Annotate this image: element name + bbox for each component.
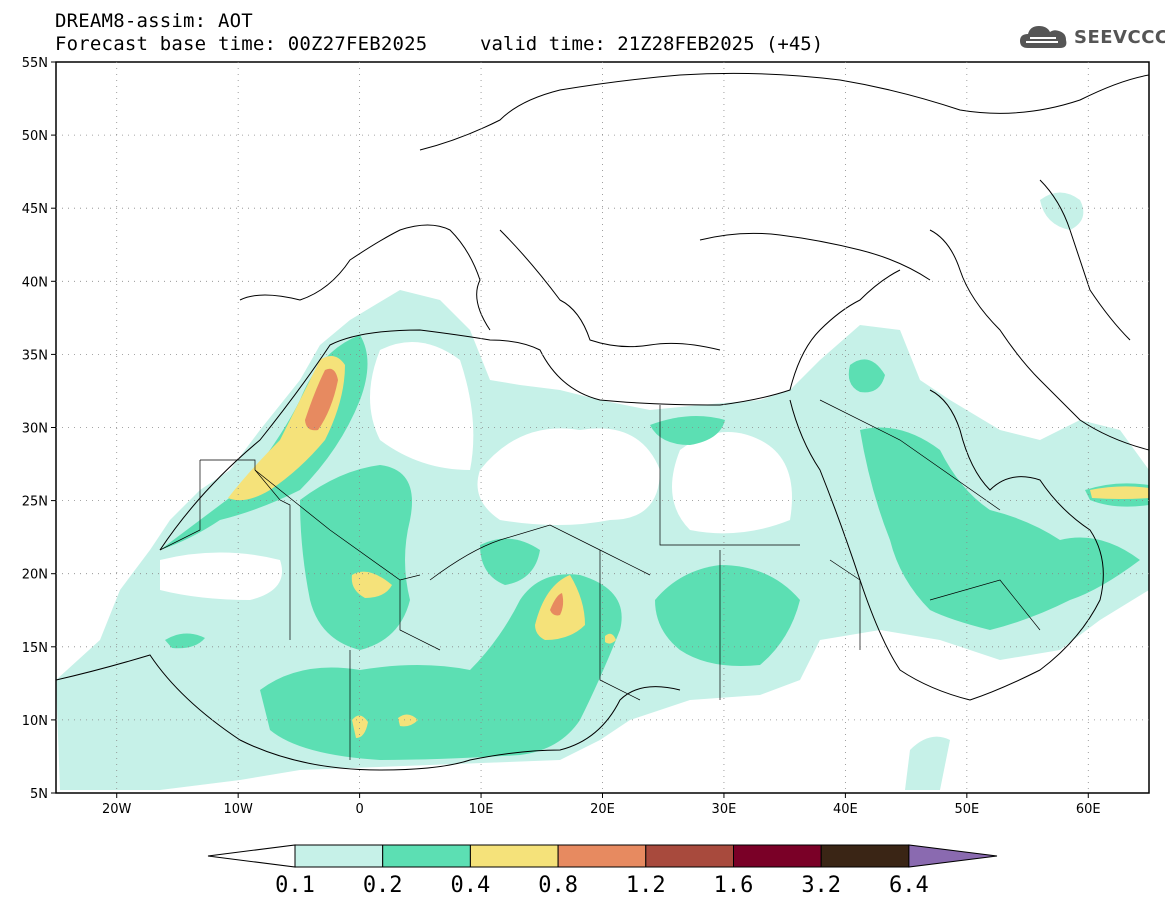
lon-label: 40E <box>833 802 858 817</box>
colorbar-level-label: 0.4 <box>450 873 491 898</box>
lon-label: 30E <box>712 802 737 817</box>
lat-label: 10N <box>22 714 48 729</box>
colorbar-level-label: 0.2 <box>362 873 403 898</box>
lon-label: 10E <box>469 802 494 817</box>
country-borders <box>159 399 1041 760</box>
lon-label: 50E <box>954 802 979 817</box>
colorbar-high-arrow <box>908 844 998 868</box>
colorbar-segment <box>820 844 910 868</box>
colorbar-segment <box>733 844 822 868</box>
lat-label: 5N <box>30 787 48 802</box>
colorbar-level-label: 1.2 <box>625 873 666 898</box>
lat-labels: 55N 50N 45N 40N 35N 30N 25N 20N 15N 10N 5N <box>22 56 56 802</box>
forecast-base-time: Forecast base time: 00Z27FEB2025 <box>55 33 428 55</box>
lat-label: 20N <box>22 568 48 583</box>
lat-label: 45N <box>22 202 48 217</box>
colorbar <box>207 844 998 868</box>
coastlines <box>56 72 1149 771</box>
lat-label: 50N <box>22 129 48 144</box>
lon-label: 20W <box>102 802 132 817</box>
logo-text: SEEVCCC <box>1074 26 1165 48</box>
lat-label: 15N <box>22 641 48 656</box>
aot-field <box>56 72 1149 790</box>
colorbar-level-label: 1.6 <box>713 873 754 898</box>
colorbar-level-label: 3.2 <box>801 873 842 898</box>
aot-gaps <box>160 342 792 600</box>
colorbar-segment <box>645 844 734 868</box>
lat-label: 40N <box>22 275 48 290</box>
cloud-icon <box>1020 26 1067 48</box>
seevccc-logo: SEEVCCC <box>1018 22 1165 52</box>
colorbar-level-label: 6.4 <box>889 873 929 898</box>
aot-level-0.8 <box>305 368 564 616</box>
lat-label: 55N <box>22 56 48 71</box>
lon-labels: 20W 10W 0 10E 20E 30E 40E 50E 60E <box>102 793 1101 817</box>
lat-label: 25N <box>22 495 48 510</box>
lon-label: 20E <box>590 802 615 817</box>
colorbar-level-label: 0.8 <box>538 873 578 898</box>
colorbar-segment <box>294 844 384 868</box>
lon-label: 60E <box>1076 802 1101 817</box>
graticule <box>56 62 1149 793</box>
lon-label: 0 <box>355 802 363 817</box>
colorbar-segment <box>382 844 471 868</box>
colorbar-low-arrow <box>207 844 296 868</box>
colorbar-level-label: 0.1 <box>275 873 315 898</box>
lat-label: 35N <box>22 348 48 363</box>
colorbar-segment <box>557 844 647 868</box>
map-title: DREAM8-assim: AOT <box>55 10 253 32</box>
colorbar-segment <box>469 844 559 868</box>
valid-time: valid time: 21Z28FEB2025 (+45) <box>480 33 824 55</box>
lon-label: 10W <box>223 802 253 817</box>
lat-label: 30N <box>22 422 48 437</box>
